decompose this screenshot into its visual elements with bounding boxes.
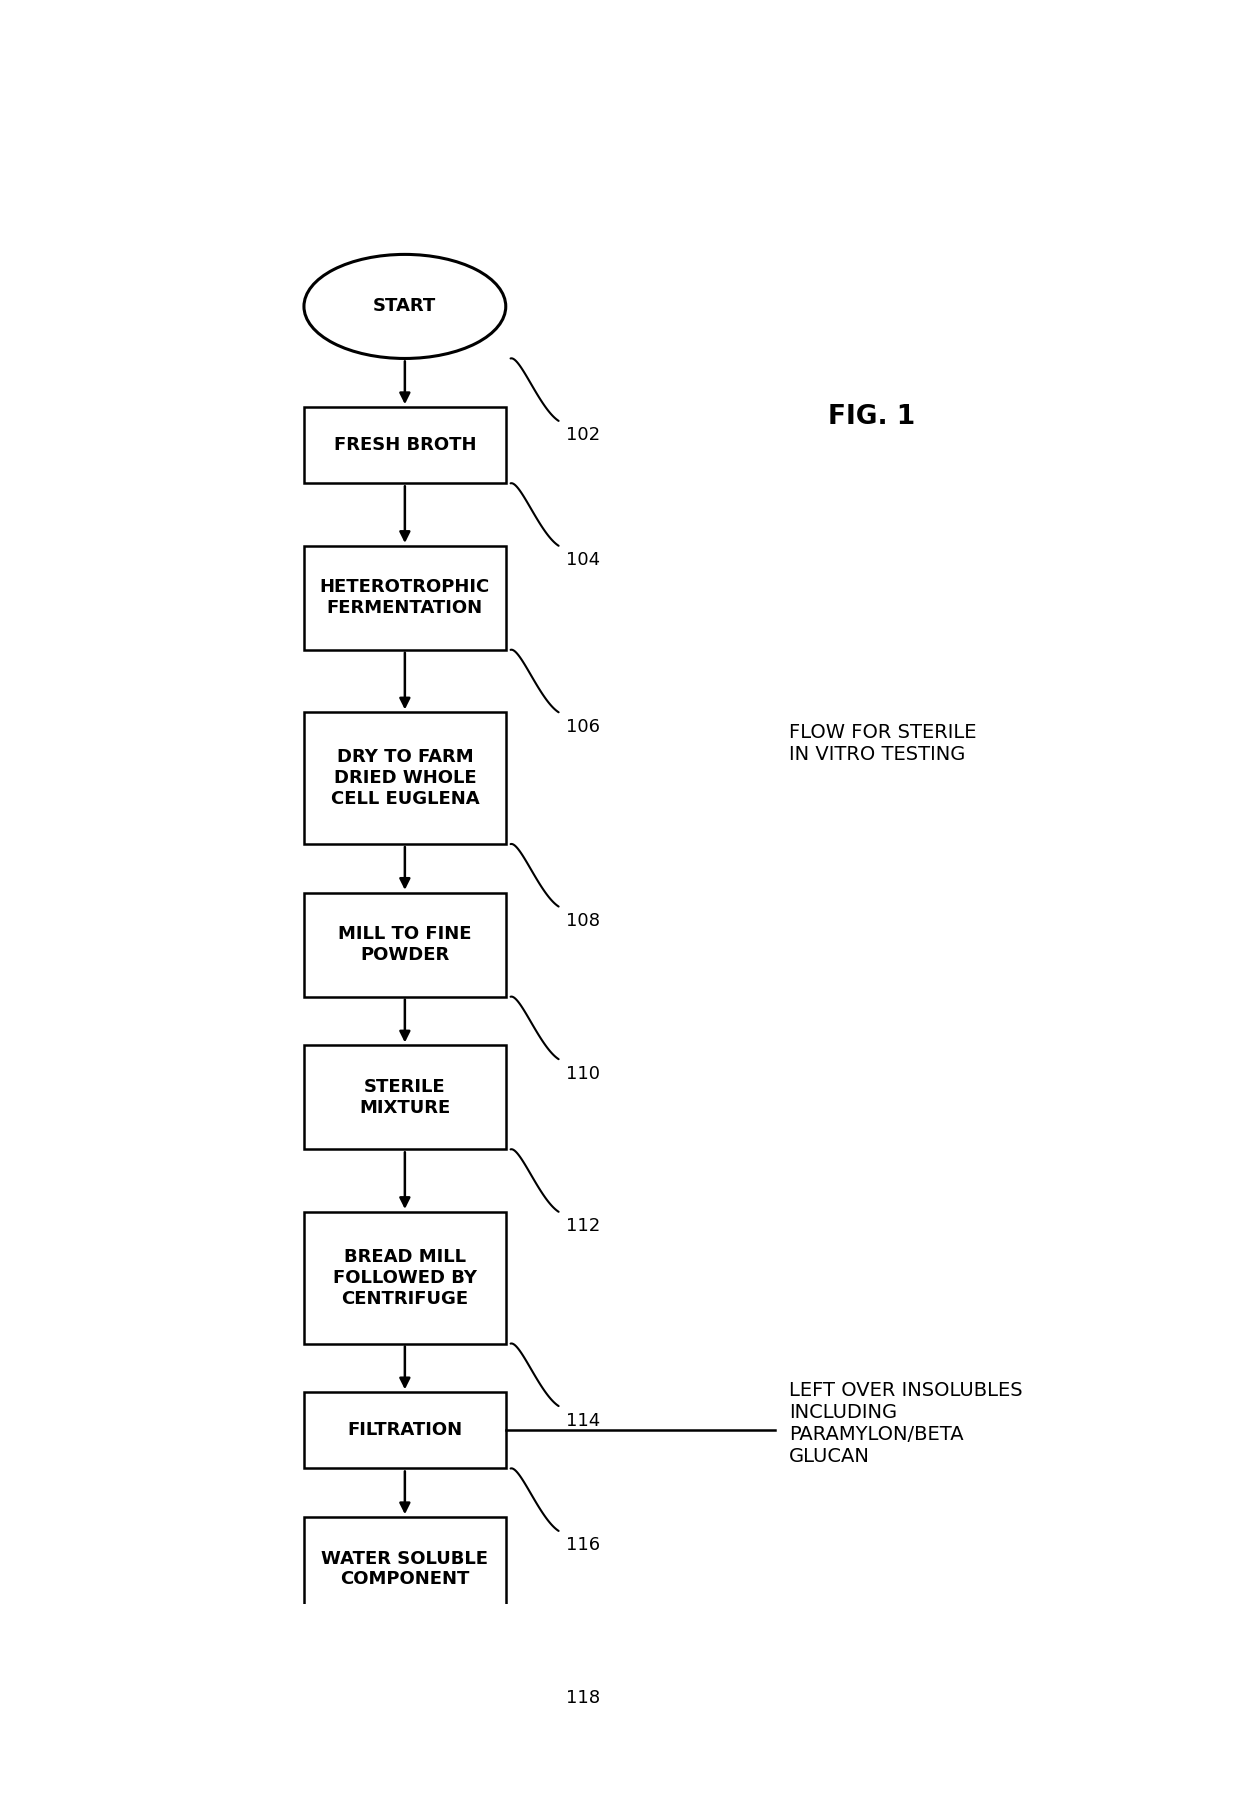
Text: 112: 112 bbox=[567, 1218, 600, 1236]
Text: MILL TO FINE
POWDER: MILL TO FINE POWDER bbox=[339, 924, 471, 964]
Text: HETEROTROPHIC
FERMENTATION: HETEROTROPHIC FERMENTATION bbox=[320, 578, 490, 618]
Text: START: START bbox=[373, 297, 436, 315]
Text: BREAD MILL
FOLLOWED BY
CENTRIFUGE: BREAD MILL FOLLOWED BY CENTRIFUGE bbox=[332, 1249, 477, 1308]
Text: 102: 102 bbox=[567, 427, 600, 445]
Text: FLOW FOR STERILE
IN VITRO TESTING: FLOW FOR STERILE IN VITRO TESTING bbox=[789, 723, 977, 764]
Text: LEFT OVER INSOLUBLES
INCLUDING
PARAMYLON/BETA
GLUCAN: LEFT OVER INSOLUBLES INCLUDING PARAMYLON… bbox=[789, 1380, 1023, 1465]
Text: 106: 106 bbox=[567, 717, 600, 735]
Text: 104: 104 bbox=[567, 551, 600, 569]
Text: STERILE
MIXTURE: STERILE MIXTURE bbox=[360, 1078, 450, 1117]
Text: 110: 110 bbox=[567, 1065, 600, 1083]
Text: 116: 116 bbox=[567, 1537, 600, 1555]
Text: 108: 108 bbox=[567, 912, 600, 930]
Text: 114: 114 bbox=[567, 1411, 600, 1429]
Text: DRY TO FARM
DRIED WHOLE
CELL EUGLENA: DRY TO FARM DRIED WHOLE CELL EUGLENA bbox=[331, 748, 479, 807]
Text: WATER SOLUBLE
COMPONENT: WATER SOLUBLE COMPONENT bbox=[321, 1550, 489, 1589]
Text: 118: 118 bbox=[567, 1688, 600, 1706]
Text: FIG. 1: FIG. 1 bbox=[828, 404, 915, 431]
Text: FILTRATION: FILTRATION bbox=[347, 1422, 463, 1440]
Text: FRESH BROTH: FRESH BROTH bbox=[334, 436, 476, 454]
